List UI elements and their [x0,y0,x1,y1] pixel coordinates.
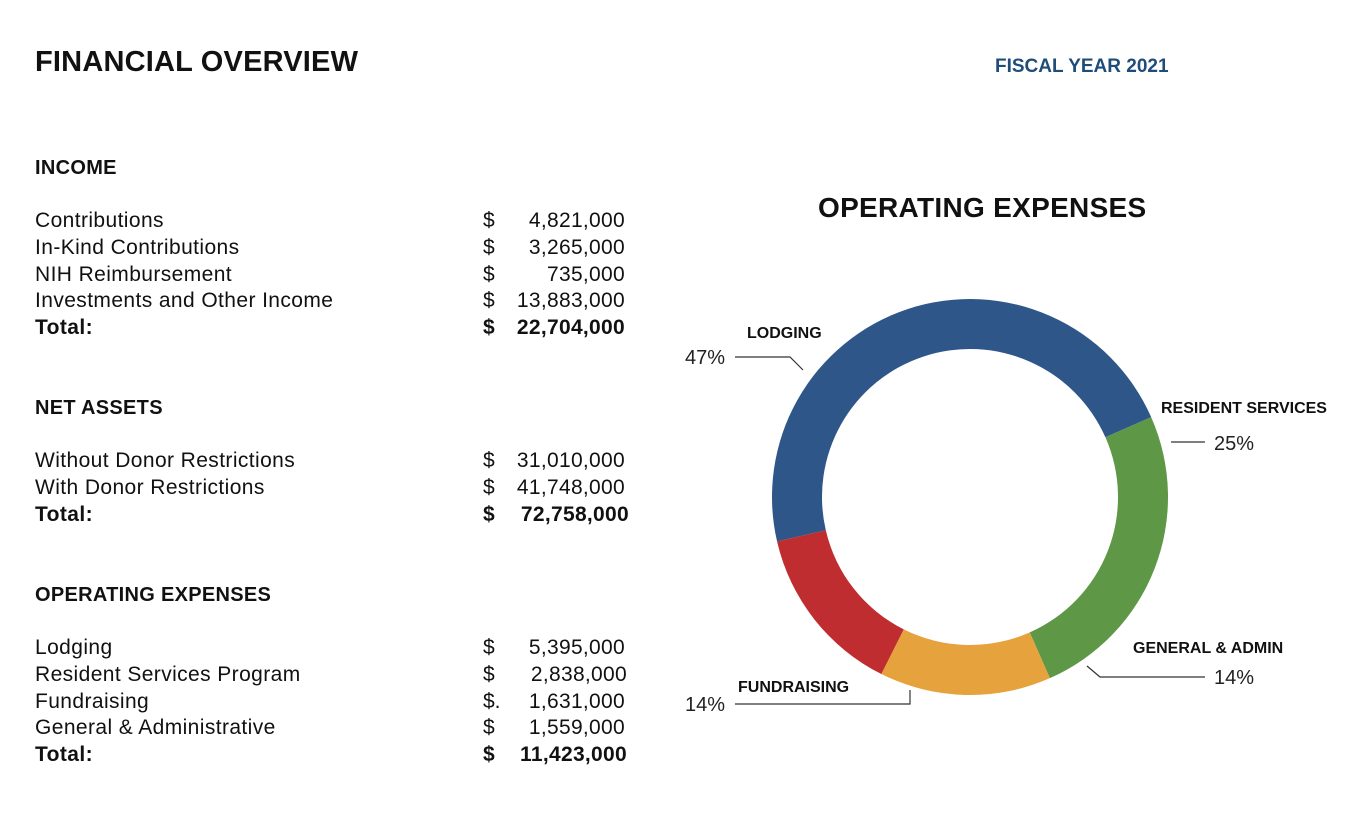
expense-row-label: Resident Services Program [35,663,301,686]
expense-row: Lodging $ 5,395,000 [35,636,635,663]
expense-total-label: Total: [35,743,93,766]
expense-row-amount: 5,395,000 [528,636,625,659]
income-total-label: Total: [35,316,93,339]
legend-label-lodging: LODGING [747,325,822,342]
currency-symbol: $ [483,209,495,232]
operating-expenses-heading: OPERATING EXPENSES [35,584,272,606]
legend-label-fundraising: FUNDRAISING [738,679,849,696]
value-label-resident-services: 25% [1214,433,1254,455]
currency-symbol: $ [483,663,495,686]
legend-label-resident-services: RESIDENT SERVICES [1161,400,1327,417]
donut-slice-lodging [771,298,1152,542]
expense-row-amount: 2,838,000 [530,663,627,686]
currency-symbol: $ [483,636,495,659]
expense-row: General & Administrative $ 1,559,000 [35,716,635,743]
net-assets-row-amount: 41,748,000 [516,476,625,499]
page-title: FINANCIAL OVERVIEW [35,46,359,78]
value-label-fundraising: 14% [685,694,725,716]
net-assets-row: Without Donor Restrictions $ 31,010,000 [35,449,635,476]
expense-row-label: Lodging [35,636,113,659]
income-row: NIH Reimbursement $ 735,000 [35,263,635,290]
donut-slice-resident-services [1029,417,1168,679]
net-assets-row-label: With Donor Restrictions [35,476,265,499]
income-row-amount: 13,883,000 [516,289,625,312]
income-total-row: Total: $ 22,704,000 [35,316,635,343]
donut-slice-fundraising [777,530,904,675]
net-assets-total-label: Total: [35,503,93,526]
leader-line-fundraising [735,690,911,705]
currency-symbol: $ [483,316,495,339]
income-row-label: Contributions [35,209,164,232]
expense-row: Fundraising $. 1,631,000 [35,690,635,717]
currency-symbol: $ [483,476,495,499]
expense-row-label: Fundraising [35,690,150,713]
currency-symbol: $ [483,503,495,526]
income-row-label: NIH Reimbursement [35,263,233,286]
net-assets-total-amount: 72,758,000 [520,503,629,526]
donut-slice-general-admin [881,629,1050,695]
net-assets-total-row: Total: $ 72,758,000 [35,503,635,530]
currency-symbol: $ [483,449,495,472]
income-row: Contributions $ 4,821,000 [35,209,635,236]
fiscal-year-label: FISCAL YEAR 2021 [995,56,1169,77]
net-assets-row: With Donor Restrictions $ 41,748,000 [35,476,635,503]
currency-symbol: $ [483,236,495,259]
income-row-amount: 4,821,000 [528,209,625,232]
chart-title: OPERATING EXPENSES [818,192,1147,223]
income-row: Investments and Other Income $ 13,883,00… [35,289,635,316]
income-row-label: Investments and Other Income [35,289,334,312]
value-label-lodging: 47% [685,347,725,369]
income-total-amount: 22,704,000 [516,316,625,339]
currency-symbol: $ [483,716,495,739]
leader-line-lodging [735,356,804,371]
currency-symbol: $. [483,690,501,713]
income-row: In-Kind Contributions $ 3,265,000 [35,236,635,263]
income-row-amount: 735,000 [546,263,625,286]
income-heading: INCOME [35,157,117,179]
currency-symbol: $ [483,289,495,312]
expense-row: Resident Services Program $ 2,838,000 [35,663,635,690]
expense-total-row: Total: $ 11,423,000 [35,743,635,770]
expense-row-label: General & Administrative [35,716,276,739]
net-assets-row-label: Without Donor Restrictions [35,449,296,472]
net-assets-row-amount: 31,010,000 [516,449,625,472]
currency-symbol: $ [483,743,495,766]
expense-total-amount: 11,423,000 [520,743,627,766]
leader-line-general-admin [1086,665,1205,678]
currency-symbol: $ [483,263,495,286]
legend-label-general-admin: GENERAL & ADMIN [1133,640,1283,657]
income-row-amount: 3,265,000 [528,236,625,259]
expense-row-amount: 1,631,000 [528,690,625,713]
value-label-general-admin: 14% [1214,667,1254,689]
net-assets-heading: NET ASSETS [35,397,163,419]
income-row-label: In-Kind Contributions [35,236,240,259]
expense-row-amount: 1,559,000 [528,716,625,739]
